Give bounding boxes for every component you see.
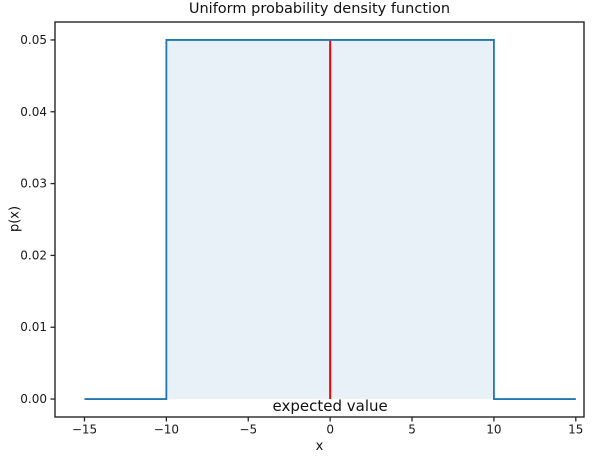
pdf-step-line [84,39,576,400]
y-axis-label: p(x) [7,205,23,233]
plot-frame [54,21,585,418]
x-tick-label: 15 [568,423,583,437]
x-tick-label: 0 [326,423,334,437]
x-tick-label: 10 [486,423,501,437]
x-tick-label: −15 [72,423,97,437]
chart-title: Uniform probability density function [188,1,451,17]
y-tick-label: 0.04 [20,105,47,119]
expected-value-annotation: expected value [272,397,388,416]
y-tick-label: 0.05 [20,33,47,47]
x-tick-label: −10 [154,423,179,437]
y-tick-label: 0.01 [20,320,47,334]
y-tick-label: 0.00 [20,392,47,406]
y-tick-label: 0.02 [20,248,47,262]
x-tick-label: 5 [408,423,416,437]
y-tick-label: 0.03 [20,177,47,191]
x-tick-label: −5 [239,423,257,437]
x-axis-label: x [315,439,324,454]
